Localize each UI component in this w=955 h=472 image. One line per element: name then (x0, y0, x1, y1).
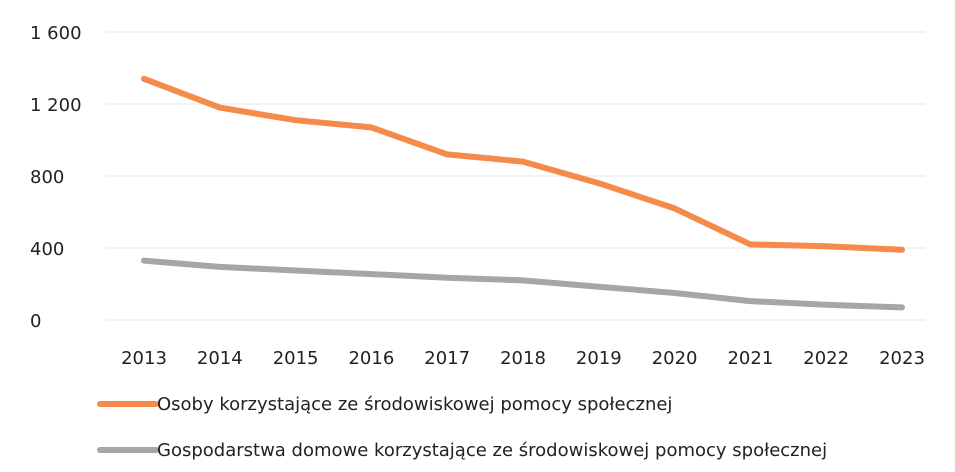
series-2-point (900, 305, 904, 310)
x-tick-label: 2014 (197, 348, 243, 369)
legend-label-2: Gospodarstwa domowe korzystające ze środ… (157, 440, 827, 461)
x-tick-label: 2021 (727, 348, 773, 369)
y-axis: 0 400 800 1 200 1 600 (30, 23, 82, 332)
series-1-point (748, 242, 753, 247)
x-tick-label: 2013 (121, 348, 167, 369)
y-tick-label: 800 (30, 167, 64, 188)
series-2-point (824, 302, 829, 307)
legend: Osoby korzystające ze środowiskowej pomo… (97, 394, 827, 461)
x-tick-label: 2020 (652, 348, 698, 369)
series-1-point (521, 159, 525, 164)
x-tick-label: 2023 (879, 348, 925, 369)
legend-label-1: Osoby korzystające ze środowiskowej pomo… (157, 394, 672, 415)
x-axis: 2013 2014 2015 2016 2017 2018 2019 2020 2021 2022… (121, 348, 925, 369)
series-1-point (217, 105, 222, 110)
series-layer (141, 75, 905, 311)
y-tick-label: 1 600 (30, 23, 82, 44)
series-2-point (445, 275, 450, 280)
series-1-point (293, 118, 298, 123)
series-2-point (217, 264, 222, 269)
y-tick-label: 400 (30, 239, 64, 260)
series-2-point (748, 299, 753, 304)
x-tick-label: 2015 (273, 348, 319, 369)
series-1-point (596, 181, 601, 186)
series-2-point (293, 268, 298, 273)
series-1-point (824, 244, 829, 249)
series-1-point (445, 152, 450, 157)
series-1-point (672, 206, 677, 211)
x-tick-label: 2019 (576, 348, 622, 369)
series-2-point (369, 272, 374, 277)
series-1-point (900, 247, 904, 252)
series-2-point (521, 278, 525, 283)
x-tick-label: 2018 (500, 348, 546, 369)
y-tick-label: 1 200 (30, 95, 82, 116)
series-1-point (369, 125, 374, 130)
y-tick-label: 0 (30, 311, 41, 332)
series-2-point (142, 258, 146, 263)
x-tick-label: 2016 (348, 348, 394, 369)
x-tick-label: 2022 (803, 348, 849, 369)
series-2-point (596, 284, 601, 289)
x-tick-label: 2017 (424, 348, 470, 369)
series-2-point (672, 291, 677, 295)
series-1-point (142, 76, 146, 81)
grid-layer (106, 31, 925, 321)
series-line-2 (141, 257, 905, 311)
